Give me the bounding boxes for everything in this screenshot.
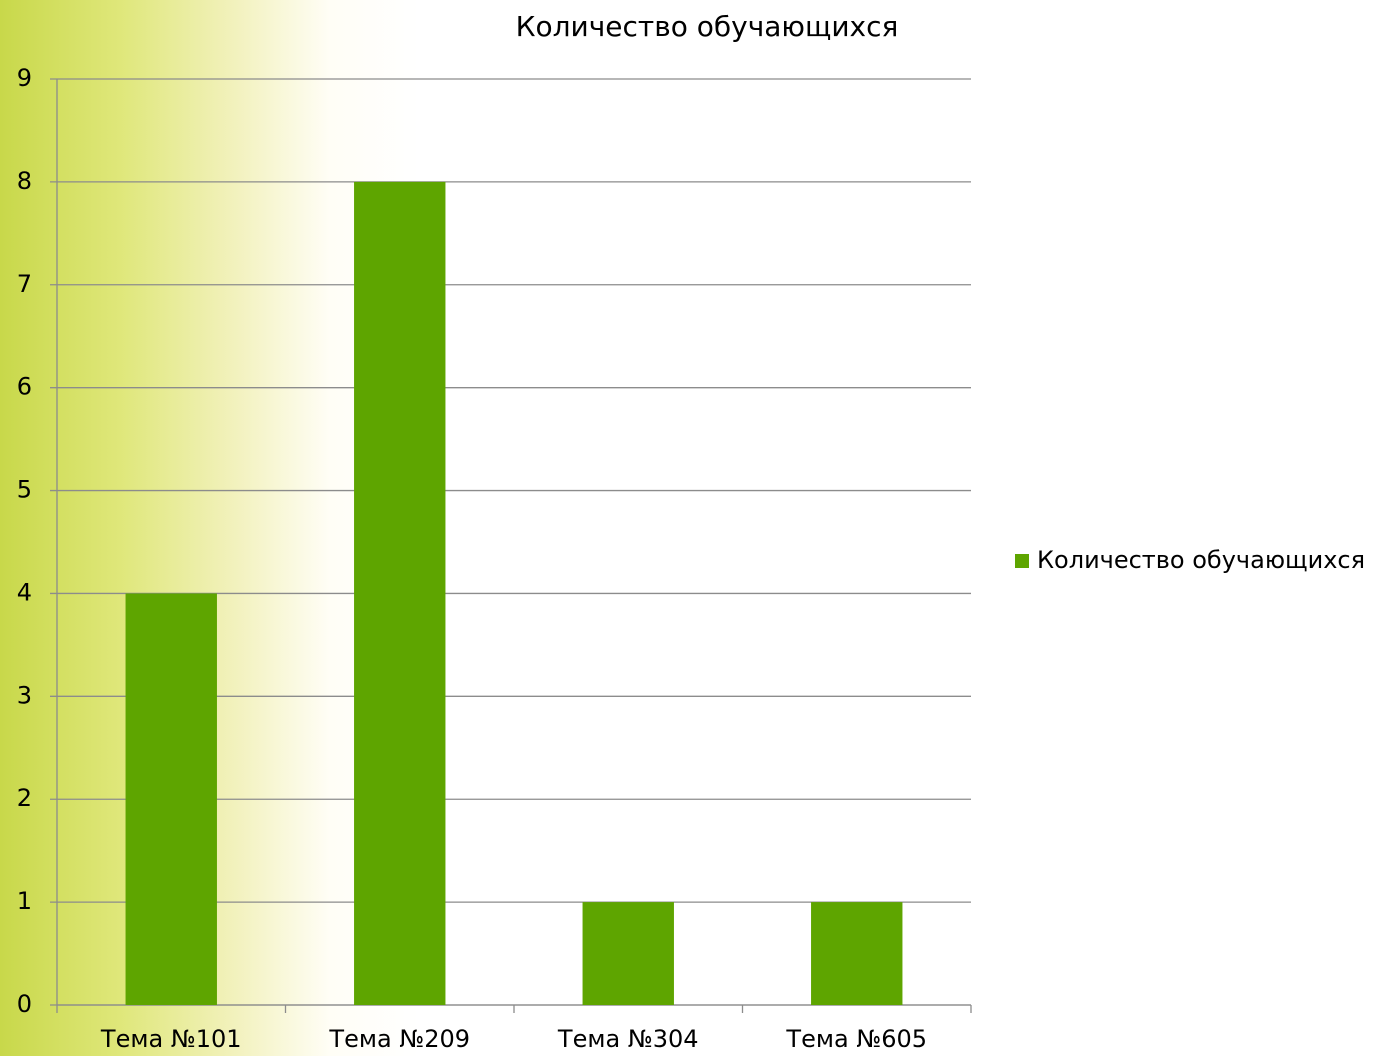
chart-title: Количество обучающихся xyxy=(516,10,899,43)
page: Количество обучающихся 0 1 2 3 4 5 6 7 8 9 Тема №1… xyxy=(0,0,1396,1056)
y-tick-label: 8 xyxy=(17,167,32,195)
x-tick-label: Тема №209 xyxy=(328,1025,470,1053)
bar xyxy=(811,902,902,1005)
legend-swatch xyxy=(1015,554,1029,568)
y-tick-label: 5 xyxy=(17,476,32,504)
bar xyxy=(126,593,217,1005)
chart: Количество обучающихся 0 1 2 3 4 5 6 7 8 9 Тема №1… xyxy=(0,0,1396,1056)
y-tick-label: 6 xyxy=(17,373,32,401)
y-tick-label: 4 xyxy=(17,578,32,606)
y-tick-label: 7 xyxy=(17,270,32,298)
y-tick-label: 3 xyxy=(17,681,32,709)
y-tick-label: 2 xyxy=(17,784,32,812)
legend-label: Количество обучающихся xyxy=(1037,546,1365,574)
y-tick-label: 9 xyxy=(17,64,32,92)
x-tick-label: Тема №101 xyxy=(100,1025,242,1053)
x-tick-label: Тема №605 xyxy=(785,1025,927,1053)
bar xyxy=(354,182,445,1005)
y-tick-label: 0 xyxy=(17,990,32,1018)
x-tick-label: Тема №304 xyxy=(557,1025,699,1053)
bar xyxy=(583,902,674,1005)
y-tick-label: 1 xyxy=(17,887,32,915)
